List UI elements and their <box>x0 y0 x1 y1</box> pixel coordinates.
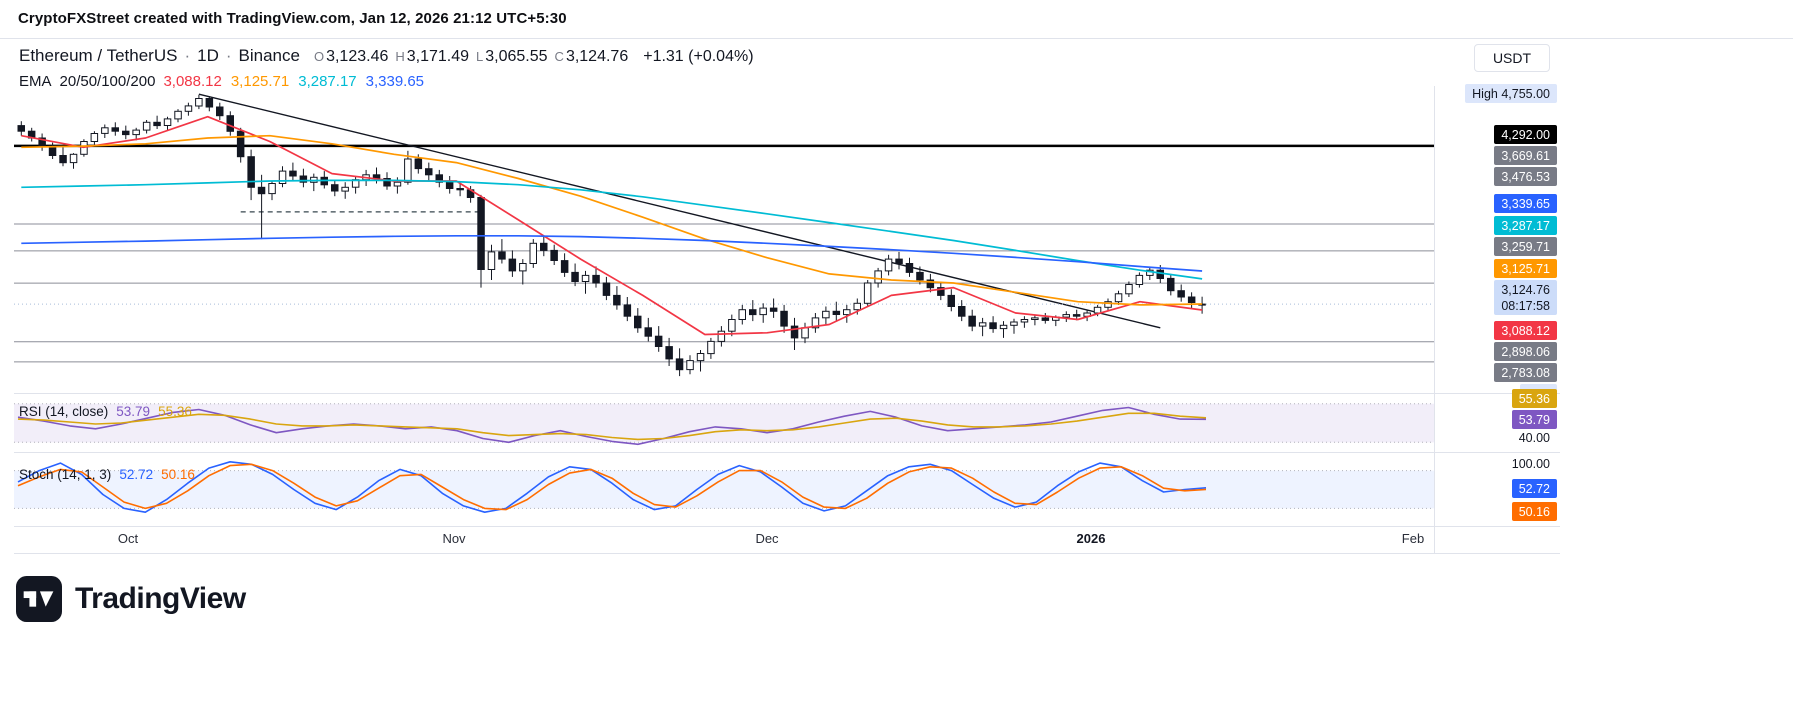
stoch-legend-label: Stoch (14, 1, 3) <box>19 467 112 482</box>
ohlc-values: O 3,123.46 H 3,171.49 L 3,065.55 C 3,124.76 <box>307 48 628 66</box>
separator-dot: · <box>184 46 191 65</box>
rsi-price-label: 53.79 <box>1511 410 1557 429</box>
stoch-k-label: 52.72 <box>1511 479 1557 498</box>
pane-separator-rsi[interactable] <box>14 393 1560 394</box>
time-axis-label-nov: Nov <box>442 531 466 546</box>
level-label-3259: 3,259.71 <box>1494 237 1557 256</box>
ohlc-low-label: L <box>476 49 484 64</box>
time-axis-label-oct: Oct <box>117 531 139 546</box>
ema50-line[interactable] <box>21 134 1203 306</box>
stoch-svg-band <box>14 470 1434 509</box>
current-price-label: 3,124.76 08:17:58 <box>1494 280 1557 315</box>
stoch-d-line[interactable] <box>17 463 1207 511</box>
stoch-legend: Stoch (14, 1, 3) 52.72 50.16 <box>19 467 195 482</box>
stoch-d-label: 50.16 <box>1511 502 1557 521</box>
ema-legend: EMA 20/50/100/200 3,088.12 3,125.71 3,287.… <box>19 73 424 90</box>
rsi-pane-canvas[interactable] <box>14 394 1434 452</box>
rsi-legend: RSI (14, close) 53.79 55.36 <box>19 404 192 419</box>
ema20-value: 3,088.12 <box>163 73 222 90</box>
exchange-label: Binance <box>238 46 300 65</box>
time-axis-label-feb: Feb <box>1401 531 1425 546</box>
stoch-legend-values: 52.72 50.16 <box>119 467 195 482</box>
chart-bottom-border <box>14 553 1560 554</box>
pane-separator-stoch[interactable] <box>14 452 1560 453</box>
symbol-name[interactable]: Ethereum / TetherUS <box>19 46 178 65</box>
ema100-value: 3,287.17 <box>298 73 357 90</box>
ema-legend-values: 3,088.12 3,125.71 3,287.17 3,339.65 <box>163 73 424 90</box>
stoch-level-100-label: 100.00 <box>1511 456 1550 471</box>
ema-legend-label: EMA <box>19 73 52 90</box>
rsi-legend-value-1: 55.36 <box>158 404 192 419</box>
ema100-price-label: 3,287.17 <box>1494 216 1557 235</box>
ema200-price-label: 3,339.65 <box>1494 194 1557 213</box>
rsi-legend-values: 53.79 55.36 <box>116 404 192 419</box>
ohlc-high-label: H <box>395 49 405 64</box>
stoch-k-line[interactable] <box>17 461 1207 514</box>
tradingview-wordmark: TradingView <box>75 582 246 615</box>
stoch-legend-value-0: 52.72 <box>119 467 154 482</box>
interval-label[interactable]: 1D <box>197 46 219 65</box>
tradingview-logo-icon <box>16 576 62 622</box>
ema100-line[interactable] <box>21 179 1203 280</box>
stoch-legend-value-1: 50.16 <box>161 467 195 482</box>
high-price-label: High 4,755.00 <box>1465 84 1557 103</box>
ema50-price-label: 3,125.71 <box>1494 259 1557 278</box>
descending-trendline[interactable] <box>198 93 1161 329</box>
header-divider <box>0 38 1793 39</box>
change-value: +1.31 (+0.04%) <box>643 48 754 65</box>
tradingview-logo[interactable]: TradingView <box>16 576 246 622</box>
ohlc-low-value: 3,065.55 <box>485 48 548 65</box>
level-label-3669: 3,669.61 <box>1494 146 1557 165</box>
time-axis[interactable] <box>14 527 1434 553</box>
ohlc-open-label: O <box>313 49 325 64</box>
symbol-legend: Ethereum / TetherUS · 1D · Binance O 3,12… <box>19 46 754 70</box>
level-label-4292: 4,292.00 <box>1494 125 1557 144</box>
ema20-price-label: 3,088.12 <box>1494 321 1557 340</box>
rsi-svg-band <box>14 403 1434 443</box>
time-axis-divider <box>14 526 1560 527</box>
rsi-legend-value-0: 53.79 <box>116 404 151 419</box>
ohlc-close-label: C <box>554 49 564 64</box>
ema200-line[interactable] <box>21 234 1203 272</box>
ohlc-close-value: 3,124.76 <box>565 48 629 65</box>
rsi-ma-price-label: 55.36 <box>1511 389 1557 408</box>
time-axis-label-dec: Dec <box>755 531 779 546</box>
ema200-value: 3,339.65 <box>365 73 425 90</box>
rsi-ma-line[interactable] <box>17 412 1207 441</box>
ema-legend-params: 20/50/100/200 <box>59 73 156 90</box>
level-label-2898: 2,898.06 <box>1494 342 1557 361</box>
separator-dot: · <box>225 46 232 65</box>
ema50-value: 3,125.71 <box>230 73 290 90</box>
price-scale-divider <box>1434 86 1435 553</box>
ema20-line[interactable] <box>21 115 1203 336</box>
level-label-2783: 2,783.08 <box>1494 363 1557 382</box>
ohlc-high-value: 3,171.49 <box>406 48 470 65</box>
rsi-legend-label: RSI (14, close) <box>19 404 109 419</box>
level-label-3476: 3,476.53 <box>1494 167 1557 186</box>
price-pane-canvas[interactable] <box>14 86 1434 393</box>
stoch-pane-canvas[interactable] <box>14 453 1434 526</box>
time-axis-label-2026: 2026 <box>1076 531 1106 546</box>
attribution-text: CryptoFXStreet created with TradingView.… <box>18 10 567 27</box>
ohlc-open-value: 3,123.46 <box>326 48 389 65</box>
currency-toggle-button[interactable]: USDT <box>1474 44 1550 72</box>
candles <box>17 94 1206 377</box>
rsi-level-40-label: 40.00 <box>1518 430 1550 445</box>
